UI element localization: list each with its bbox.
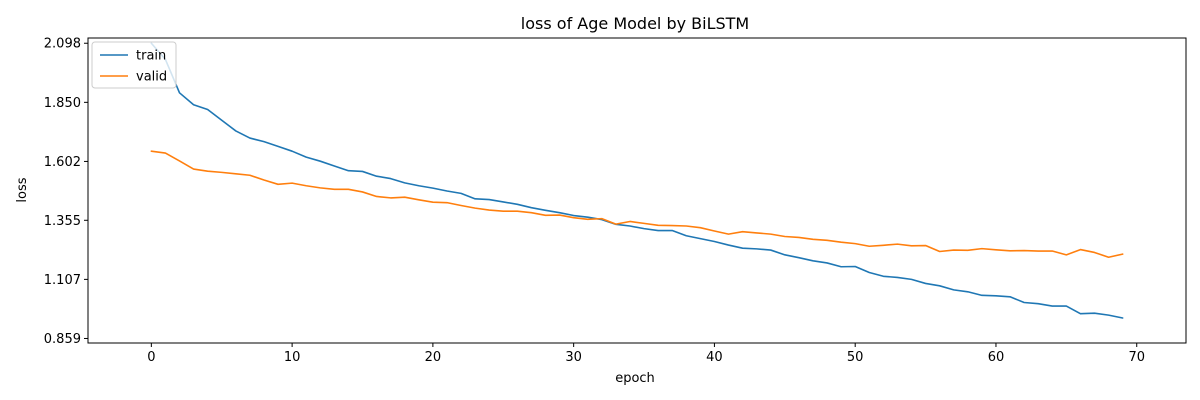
legend: train valid <box>91 41 177 89</box>
x-tick-label: 20 <box>425 350 442 365</box>
series-layer <box>150 42 1124 319</box>
plot-area <box>87 37 1187 344</box>
y-tick-label: 0.859 <box>44 332 81 347</box>
series-line-train <box>150 42 1124 319</box>
y-tick-label: 2.098 <box>44 37 81 52</box>
y-tick-label: 1.602 <box>44 155 81 170</box>
plot-frame <box>87 37 1187 344</box>
x-tick-label: 70 <box>1128 350 1145 365</box>
y-axis-title: loss <box>15 177 30 202</box>
y-tick-label: 1.850 <box>44 96 81 111</box>
y-tick-label: 1.355 <box>44 214 81 229</box>
chart-title: loss of Age Model by BiLSTM <box>521 14 749 33</box>
y-axis: 0.859 1.107 1.355 1.602 1.850 2.098 <box>44 37 88 347</box>
x-tick-label: 60 <box>988 350 1005 365</box>
x-tick-label: 0 <box>147 350 155 365</box>
x-tick-label: 40 <box>706 350 723 365</box>
x-tick-label: 30 <box>565 350 582 365</box>
x-axis: 0 10 20 30 40 50 60 70 <box>147 343 1145 365</box>
x-tick-label: 10 <box>284 350 301 365</box>
y-tick-label: 1.107 <box>44 273 81 288</box>
legend-label-valid: valid <box>136 70 167 85</box>
legend-label-train: train <box>136 49 166 64</box>
x-axis-title: epoch <box>615 371 655 386</box>
series-line-valid <box>150 150 1124 259</box>
x-tick-label: 50 <box>847 350 864 365</box>
